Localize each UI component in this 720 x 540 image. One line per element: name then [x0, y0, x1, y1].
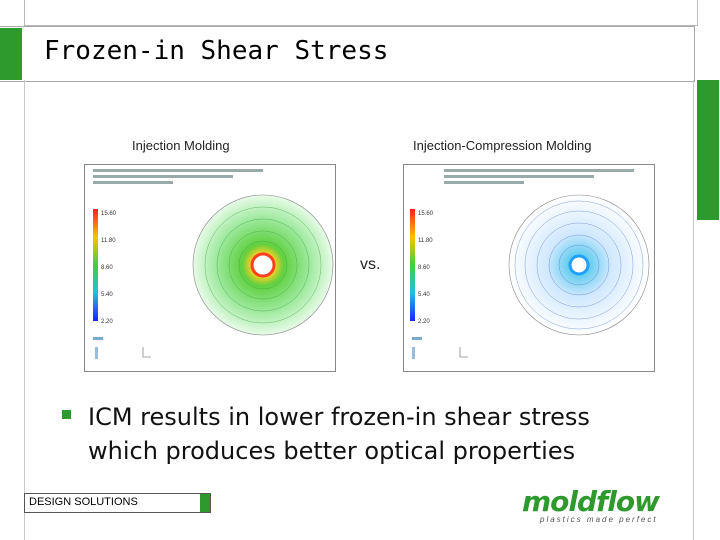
comparison-vs-label: vs.: [360, 256, 381, 273]
accent-tab-left: [0, 28, 22, 80]
title-bar: [0, 26, 695, 82]
moldflow-logo: moldflow plastics made perfect: [522, 485, 661, 524]
legend-tick: 15.60: [101, 211, 117, 217]
legend-tick: 8.60: [418, 265, 430, 271]
footer-section-label: DESIGN SOLUTIONS: [24, 493, 211, 513]
accent-tab-right: [697, 80, 719, 220]
legend-tick: 8.60: [101, 265, 113, 271]
legend-tick: 11.80: [418, 238, 433, 244]
bullet-text: ICM results in lower frozen-in shear str…: [88, 403, 590, 465]
frame-left-border: [24, 80, 25, 540]
svg-text:moldflow: moldflow: [522, 485, 660, 518]
legend-tick: 2.20: [101, 319, 113, 325]
legend-tick: 15.60: [418, 211, 434, 217]
legend-tick: 5.40: [418, 292, 430, 298]
legend-tick: 11.80: [101, 238, 116, 244]
legend-tick: 5.40: [101, 292, 113, 298]
left-panel-caption: Injection Molding: [132, 138, 230, 153]
bullet-marker-icon: [62, 410, 71, 419]
right-panel-caption: Injection-Compression Molding: [413, 138, 592, 153]
injection-compression-result-plot: 15.60 11.80 8.60 5.40 2.20: [403, 164, 655, 372]
footer-text: DESIGN SOLUTIONS: [29, 496, 138, 508]
legend-tick: 2.20: [418, 319, 430, 325]
frame-right-border: [693, 80, 694, 540]
svg-text:plastics made perfect: plastics made perfect: [539, 515, 658, 524]
frame-top-border: [24, 0, 698, 26]
injection-molding-result-plot: 15.60 11.80 8.60 5.40 2.20: [84, 164, 336, 372]
slide-title: Frozen-in Shear Stress: [44, 36, 389, 66]
footer-accent: [200, 494, 210, 512]
